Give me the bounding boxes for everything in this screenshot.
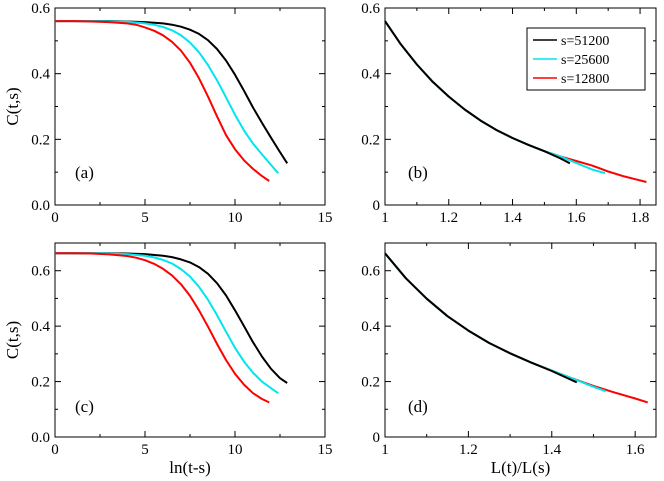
x-tick-label: 1.2 — [439, 210, 458, 226]
panel-label: (d) — [408, 397, 428, 416]
y-tick-label: 0.6 — [31, 1, 50, 17]
x-tick-label: 5 — [141, 210, 149, 226]
y-tick-label: 0.4 — [361, 67, 380, 83]
x-tick-label: 1.4 — [503, 210, 522, 226]
y-tick-label: 0.4 — [31, 67, 50, 83]
y-tick-label: 0 — [373, 430, 381, 446]
series-line-s=12800 — [55, 20, 270, 182]
y-tick-label: 0.6 — [361, 1, 380, 17]
panel-b: 1 1.2 1.4 1.6 1.8 0 0.2 0.4 0.6 (b) s=51200 s=25600… — [361, 1, 657, 226]
series-line-s=25600 — [384, 252, 607, 393]
y-axis-label: C(t,s) — [3, 321, 22, 359]
x-axis-label: L(t)/L(s) — [491, 458, 550, 477]
x-tick-label: 10 — [228, 210, 243, 226]
y-axis-label: C(t,s) — [3, 87, 22, 125]
series-line-s=12800 — [384, 252, 648, 404]
x-tick-label: 10 — [228, 442, 243, 458]
legend-entry: s=12800 — [561, 72, 609, 87]
panel-label: (c) — [75, 397, 94, 416]
x-tick-label: 1.2 — [459, 442, 478, 458]
panel-a: 0 5 10 15 0.0 0.2 0.4 0.6 (a) C(t,s) — [3, 1, 333, 226]
panel-c: 0 5 10 15 0.0 0.2 0.4 0.6 (c) C(t,s) ln(t-s) — [3, 242, 333, 477]
y-tick-label: 0.2 — [31, 375, 50, 391]
x-axis-label: ln(t-s) — [169, 458, 211, 477]
series-line-s=51200 — [55, 252, 288, 384]
y-tick-label: 0.2 — [361, 132, 380, 148]
panel-label: (a) — [75, 163, 94, 182]
series-line-s=25600 — [55, 20, 279, 174]
x-tick-label: 5 — [141, 442, 149, 458]
x-tick-label: 1.6 — [626, 442, 645, 458]
x-tick-label: 1 — [381, 442, 389, 458]
legend-entry: s=51200 — [561, 34, 609, 49]
y-tick-label: 0.0 — [31, 198, 50, 214]
x-tick-label: 1.6 — [567, 210, 586, 226]
y-tick-label: 0.4 — [31, 319, 50, 335]
series-line-s=12800 — [55, 252, 270, 404]
series-line-s=51200 — [384, 252, 578, 384]
x-tick-label: 1.4 — [542, 442, 561, 458]
y-tick-label: 0.2 — [361, 375, 380, 391]
x-tick-label: 0 — [51, 210, 59, 226]
y-tick-label: 0 — [373, 198, 381, 214]
x-tick-label: 0 — [51, 442, 59, 458]
y-tick-label: 0.0 — [31, 430, 50, 446]
plot-frame — [384, 242, 657, 438]
series-line-s=51200 — [384, 20, 571, 165]
y-tick-label: 0.2 — [31, 132, 50, 148]
x-tick-label: 1 — [381, 210, 389, 226]
y-tick-label: 0.4 — [361, 319, 380, 335]
panel-d: 1 1.2 1.4 1.6 0 0.2 0.4 0.6 (d) L(t)/L(s) — [361, 242, 657, 477]
legend: s=51200 s=25600 s=12800 — [526, 27, 646, 91]
x-tick-label: 15 — [318, 442, 333, 458]
panel-label: (b) — [408, 163, 428, 182]
legend-entry: s=25600 — [561, 53, 609, 68]
plot-frame — [54, 7, 326, 206]
series-line-s=25600 — [55, 252, 279, 395]
y-tick-label: 0.6 — [31, 264, 50, 280]
plot-frame — [54, 242, 326, 438]
y-tick-label: 0.6 — [361, 264, 380, 280]
x-tick-label: 1.8 — [631, 210, 650, 226]
x-tick-label: 15 — [318, 210, 333, 226]
